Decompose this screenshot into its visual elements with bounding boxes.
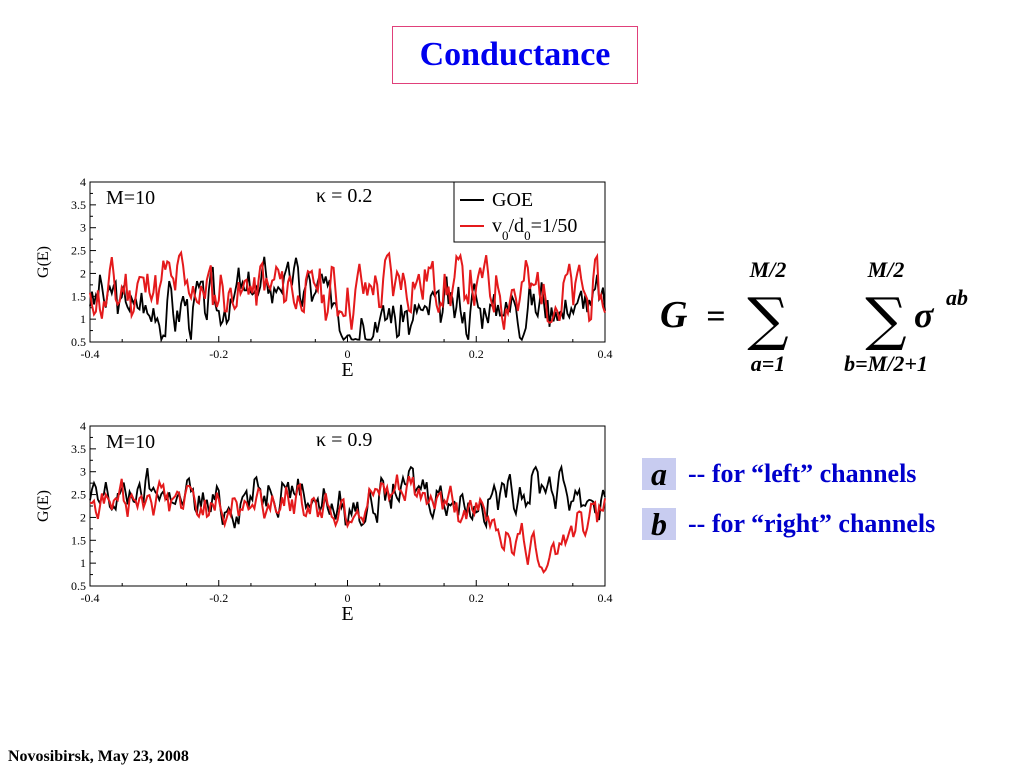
chart-kappa-0.2: 0.5 1 1.5 2 2.5 3 3.5 4 -0.4 -0.2 0 0.2 0.4 E G(E) M=10… [30, 172, 630, 392]
formula-sum2-upper: M/2 [867, 257, 905, 282]
legend-text-b: -- for “right” channels [688, 509, 936, 538]
y-tick-label: 2.5 [71, 244, 86, 258]
y-tick-label: 0.5 [71, 335, 86, 349]
slide-title: Conductance [419, 36, 611, 73]
y-tick-label: 2.5 [71, 488, 86, 502]
x-tick-label: 0.2 [469, 591, 484, 605]
y-tick-label: 3 [80, 221, 86, 235]
formula-lhs: G [660, 294, 688, 336]
y-tick-label: 3.5 [71, 442, 86, 456]
y-tick-label: 1 [80, 312, 86, 326]
chart-kappa-0.9: 0.5 1 1.5 2 2.5 3 3.5 4 -0.4 -0.2 0 0.2 0.4 E G(E) M=10… [30, 416, 630, 636]
x-tick-label: -0.4 [81, 347, 100, 361]
conductance-formula: M/2 M/2 G = ∑ ∑ σ ab a=1 b=M/2+1 [650, 255, 990, 385]
x-tick-label: 0 [345, 347, 351, 361]
formula-sum1-lower: a=1 [751, 351, 786, 376]
title-box: Conductance [392, 26, 638, 84]
legend-row-a: a -- for “left” channels [642, 456, 917, 492]
legend-label-v0-d0: v0/d0=1/50 [492, 215, 577, 243]
x-tick-label: 0 [345, 591, 351, 605]
x-axis-label: E [341, 603, 353, 625]
series-line-v0-d0 [89, 249, 606, 330]
annotation-kappa: κ = 0.2 [316, 185, 372, 207]
y-tick-label: 1.5 [71, 533, 86, 547]
legend-label-goe: GOE [492, 189, 533, 211]
sum-symbol-2: ∑ [865, 285, 906, 353]
y-tick-label: 4 [80, 419, 86, 433]
footer-text: Novosibirsk, May 23, 2008 [8, 748, 189, 765]
formula-equals: = [706, 298, 725, 335]
sum-symbol-1: ∑ [747, 285, 788, 353]
y-axis-label: G(E) [35, 490, 52, 522]
y-tick-label: 1 [80, 556, 86, 570]
plot-frame [89, 425, 606, 587]
x-tick-label: 0.4 [598, 347, 613, 361]
y-tick-label: 0.5 [71, 579, 86, 593]
x-tick-label: -0.2 [209, 347, 228, 361]
formula-sum1-upper: M/2 [749, 257, 787, 282]
annotation-kappa: κ = 0.9 [316, 429, 372, 451]
annotation-m: M=10 [106, 431, 155, 453]
formula-sigma: σ [914, 295, 935, 335]
legend-box [453, 181, 606, 243]
y-tick-label: 3.5 [71, 198, 86, 212]
chart-svg-top: 0.5 1 1.5 2 2.5 3 3.5 4 -0.4 -0.2 0 0.2 0.4 E G(E) M=10… [35, 175, 613, 381]
series-line-v0-d0 [89, 474, 606, 575]
x-tick-label: -0.4 [81, 591, 100, 605]
x-tick-label: -0.2 [209, 591, 228, 605]
y-tick-label: 2 [80, 266, 86, 280]
y-tick-label: 2 [80, 510, 86, 524]
y-axis-label: G(E) [35, 246, 52, 278]
series-line-goe [89, 256, 606, 343]
formula-superscript: ab [946, 285, 968, 310]
y-tick-label: 1.5 [71, 289, 86, 303]
legend-text-a: -- for “left” channels [688, 459, 917, 488]
x-tick-label: 0.4 [598, 591, 613, 605]
legend-key-a: a [642, 456, 676, 492]
y-tick-label: 3 [80, 465, 86, 479]
x-axis-label: E [341, 359, 353, 381]
legend-row-b: b -- for “right” channels [642, 506, 936, 542]
x-tick-label: 0.2 [469, 347, 484, 361]
y-tick-label: 4 [80, 175, 86, 189]
formula-sum2-lower: b=M/2+1 [844, 351, 928, 376]
legend-key-b: b [642, 506, 676, 542]
chart-svg-bottom: 0.5 1 1.5 2 2.5 3 3.5 4 -0.4 -0.2 0 0.2 0.4 E G(E) M=10… [35, 419, 613, 625]
formula-svg: M/2 M/2 G = ∑ ∑ σ ab a=1 b=M/2+1 [660, 257, 968, 376]
annotation-m: M=10 [106, 187, 155, 209]
